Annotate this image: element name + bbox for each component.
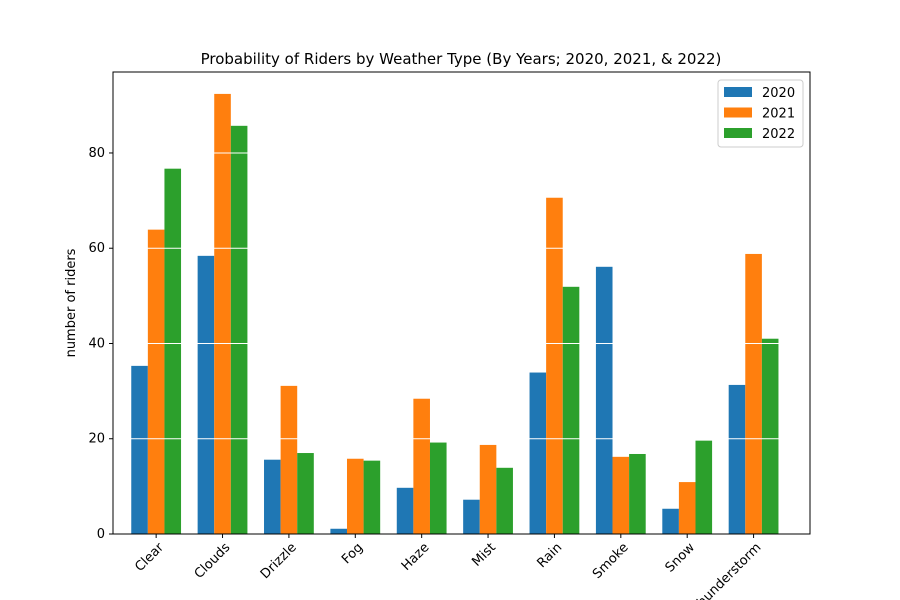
x-tick-label: Clouds (192, 540, 234, 582)
x-tick-label: Thunderstorm (688, 540, 764, 600)
bar-2021-rain (546, 197, 563, 534)
plot-frame (112, 71, 811, 535)
bar-2020-smoke (595, 266, 613, 534)
bar-2022-drizzle (297, 453, 314, 534)
y-tick-label: 80 (88, 146, 105, 161)
bar-2022-smoke (629, 453, 646, 534)
legend-swatch-2020 (724, 87, 752, 97)
x-tick-label: Rain (534, 540, 565, 571)
y-tick-label: 60 (88, 241, 105, 256)
bar-2020-thunderstorm (728, 384, 746, 534)
legend-label-2020: 2020 (762, 86, 795, 101)
bar-2022-rain (562, 286, 580, 534)
x-tick-label: Mist (469, 540, 498, 569)
bar-2022-mist (496, 467, 513, 534)
legend: 2020 2021 2022 (717, 79, 804, 148)
legend-label-2022: 2022 (762, 127, 795, 142)
bar-2022-clear (164, 168, 182, 535)
bar-2021-clouds (214, 93, 231, 535)
bar-2020-haze (396, 487, 414, 534)
bar-2021-mist (479, 444, 497, 534)
grid-lines (113, 152, 810, 440)
chart-title: Probability of Riders by Weather Type (B… (201, 50, 722, 68)
x-axis: Clear Clouds Drizzle Fog Haze Mist Rain Smoke Sn… (132, 534, 764, 600)
bar-2021-clear (147, 229, 165, 534)
legend-swatch-2021 (724, 107, 752, 118)
bar-2020-mist (463, 499, 480, 534)
x-tick-label: Fog (339, 540, 366, 567)
bar-2021-haze (413, 398, 430, 534)
bar-2020-snow (662, 508, 679, 534)
bar-2022-clouds (230, 125, 248, 534)
bar-2020-rain (529, 372, 547, 534)
x-tick-label: Haze (399, 540, 433, 574)
bar-2020-fog (330, 528, 347, 534)
bar-2021-drizzle (280, 385, 298, 534)
bar-2020-drizzle (264, 459, 281, 534)
y-tick-label: 0 (97, 527, 105, 542)
x-tick-label: Drizzle (258, 540, 300, 582)
x-tick-label: Clear (132, 540, 167, 575)
bar-2021-fog (346, 458, 364, 534)
bar-2022-haze (429, 442, 447, 534)
bar-2022-fog (363, 460, 381, 534)
legend-swatch-2022 (724, 128, 752, 138)
bars-group (131, 93, 779, 535)
x-tick-label: Snow (663, 540, 699, 576)
bar-2022-thunderstorm (761, 338, 779, 534)
bar-2020-clouds (197, 255, 215, 535)
legend-label-2021: 2021 (762, 107, 795, 122)
y-axis: 0 20 40 60 80 (88, 146, 113, 542)
y-tick-label: 20 (88, 432, 105, 447)
bar-2021-snow (678, 482, 696, 534)
bar-2021-smoke (612, 456, 630, 534)
bar-2021-thunderstorm (745, 253, 762, 534)
y-tick-label: 40 (88, 336, 105, 351)
bar-2020-clear (131, 365, 148, 534)
x-tick-label: Smoke (590, 540, 632, 582)
y-axis-title: number of riders (64, 248, 79, 357)
bar-2022-snow (695, 440, 713, 534)
